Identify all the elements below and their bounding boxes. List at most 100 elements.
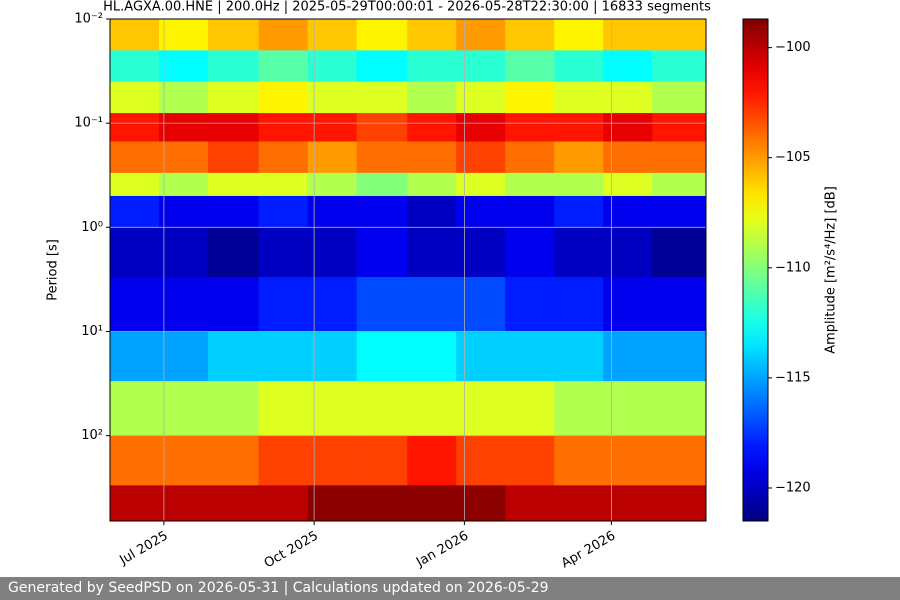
heatmap-cell: [554, 172, 604, 197]
heatmap-cell: [603, 381, 653, 437]
heatmap-cell: [258, 19, 309, 51]
heatmap-cell: [505, 381, 555, 437]
heatmap-cell: [603, 141, 653, 174]
colorbar-tick-label: −100: [775, 40, 811, 55]
heatmap-cell: [207, 381, 260, 437]
heatmap-cell: [554, 331, 604, 382]
heatmap-cell: [158, 435, 209, 486]
heatmap-cell: [407, 172, 457, 197]
heatmap-cell: [110, 81, 160, 114]
y-tick-label: 10¹: [81, 324, 103, 339]
colorbar: [742, 18, 769, 522]
heatmap-cell: [110, 485, 160, 522]
heatmap-cell: [456, 381, 506, 437]
heatmap-cell: [554, 81, 604, 114]
heatmap-cell: [554, 277, 604, 332]
heatmap-cell: [505, 19, 555, 51]
heatmap-cell: [356, 50, 408, 83]
heatmap-cell: [407, 485, 457, 522]
heatmap-cell: [307, 435, 358, 486]
colorbar-tick-label: −115: [775, 370, 811, 385]
heatmap-cell: [652, 485, 707, 522]
chart: HL.AGXA.00.HNE | 200.0Hz | 2025-05-29T00…: [46, 0, 839, 572]
heatmap-cell: [407, 381, 457, 437]
heatmap-cell: [652, 19, 707, 51]
heatmap-cell: [603, 81, 653, 114]
heatmap-cell: [307, 381, 358, 437]
heatmap-cell: [307, 485, 358, 522]
heatmap-cell: [505, 113, 555, 143]
heatmap-cell: [158, 113, 209, 143]
heatmap-cell: [456, 172, 506, 197]
heatmap-cell: [407, 81, 457, 114]
heatmap-cell: [554, 141, 604, 174]
colorbar-tick-label: −110: [775, 260, 811, 275]
heatmap-cell: [207, 50, 260, 83]
heatmap-cell: [603, 172, 653, 197]
heatmap-cell: [554, 485, 604, 522]
heatmap-cell: [207, 113, 260, 143]
heatmap-cell: [603, 277, 653, 332]
heatmap-cell: [505, 195, 555, 228]
heatmap-cell: [110, 435, 160, 486]
heatmap-cell: [505, 331, 555, 382]
heatmap-cell: [356, 81, 408, 114]
heatmap-cell: [407, 331, 457, 382]
heatmap-cell: [505, 172, 555, 197]
heatmap-cell: [258, 50, 309, 83]
heatmap-cell: [158, 81, 209, 114]
heatmap-cell: [207, 172, 260, 197]
heatmap-cell: [652, 195, 707, 228]
plot-frame: [109, 18, 707, 522]
heatmap-cell: [456, 81, 506, 114]
heatmap-cell: [356, 195, 408, 228]
heatmap-cell: [307, 195, 358, 228]
heatmap-cell: [258, 381, 309, 437]
heatmap-cell: [356, 435, 408, 486]
heatmap-cell: [356, 172, 408, 197]
heatmap-cell: [603, 227, 653, 278]
x-tick-label: Oct 2025: [262, 529, 321, 572]
heatmap-cell: [307, 113, 358, 143]
heatmap-cell: [258, 172, 309, 197]
heatmap-cell: [652, 435, 707, 486]
heatmap-cell: [407, 277, 457, 332]
heatmap-cell: [307, 81, 358, 114]
heatmap-cell: [505, 50, 555, 83]
heatmap-cell: [258, 277, 309, 332]
heatmap-cell: [356, 141, 408, 174]
y-tick-label: 10²: [81, 428, 103, 443]
heatmap-cell: [407, 50, 457, 83]
heatmap-cell: [158, 485, 209, 522]
heatmap-cell: [407, 195, 457, 228]
heatmap-cell: [603, 50, 653, 83]
heatmap-cell: [207, 227, 260, 278]
x-tick-label: Apr 2026: [559, 529, 618, 572]
heatmap-cell: [603, 19, 653, 51]
x-tick-label: Jul 2025: [116, 529, 170, 569]
heatmap-cell: [652, 331, 707, 382]
heatmap-cell: [456, 277, 506, 332]
heatmap-cell: [652, 113, 707, 143]
y-tick-label: 10⁻²: [74, 12, 103, 27]
colorbar-tick-label: −120: [775, 480, 811, 495]
heatmap-cell: [456, 50, 506, 83]
heatmap-cell: [652, 381, 707, 437]
heatmap-cell: [356, 227, 408, 278]
heatmap-cell: [356, 381, 408, 437]
heatmap-cell: [505, 141, 555, 174]
heatmap-cell: [258, 141, 309, 174]
heatmap-cell: [158, 141, 209, 174]
heatmap-cell: [207, 195, 260, 228]
heatmap-cell: [652, 50, 707, 83]
heatmap-cell: [110, 172, 160, 197]
heatmap-cell: [158, 195, 209, 228]
colorbar-tick-label: −105: [775, 150, 811, 165]
heatmap-cell: [307, 227, 358, 278]
heatmap-cell: [158, 19, 209, 51]
heatmap-cell: [356, 331, 408, 382]
heatmap-cell: [554, 227, 604, 278]
heatmap-cell: [652, 141, 707, 174]
heatmap-cell: [307, 331, 358, 382]
heatmap-cell: [110, 113, 160, 143]
